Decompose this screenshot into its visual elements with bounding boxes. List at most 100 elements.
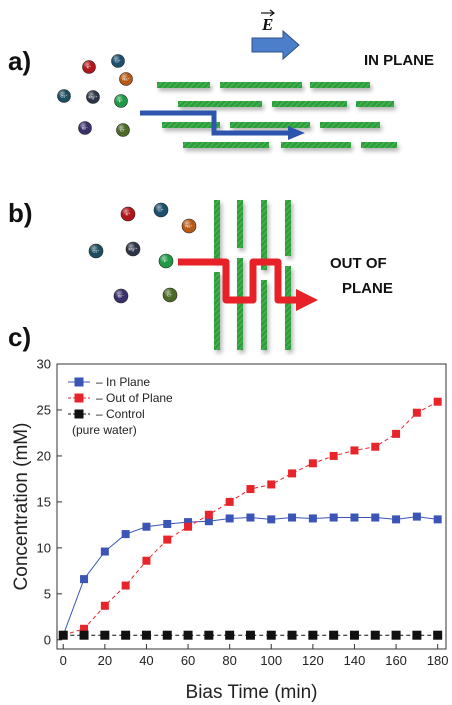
data-point	[80, 575, 89, 584]
field-symbol: E	[261, 15, 273, 34]
membrane-layers-horizontal	[157, 82, 397, 148]
data-point	[433, 397, 442, 406]
data-point	[162, 630, 172, 640]
ion-highlight	[163, 288, 177, 302]
series-line	[62, 516, 438, 636]
data-point	[142, 522, 151, 531]
membrane-sheet	[157, 82, 210, 88]
ion-symbol: K⁺	[126, 212, 131, 217]
data-point	[246, 485, 255, 494]
legend-marker	[74, 377, 84, 387]
data-point	[266, 630, 276, 640]
x-tick-label: 0	[60, 653, 67, 668]
series-2	[58, 630, 443, 640]
data-point	[329, 451, 338, 460]
data-point	[392, 429, 401, 438]
ion-symbol: Cs⁺	[61, 94, 68, 99]
data-point	[141, 630, 151, 640]
data-point	[142, 556, 151, 565]
y-tick-label: 25	[37, 402, 51, 417]
ion-symbol: F⁻	[164, 259, 169, 264]
membrane-sheet	[320, 122, 380, 128]
plot-frame	[56, 363, 447, 650]
ion-6: Br⁻	[113, 288, 129, 304]
panel-a: a) E IN PLANE Li⁺ K⁺ Na⁺ Cs⁺ Mg²⁺ F⁻ Br⁻ Cl⁻	[8, 9, 434, 148]
data-point	[329, 630, 339, 640]
ion-2: Na⁺	[119, 72, 133, 86]
membrane-sheet	[237, 258, 243, 350]
panel-a-label: a)	[8, 46, 31, 76]
legend-entry: – Control	[96, 407, 145, 421]
ion-1: K⁺	[82, 60, 96, 74]
ion-highlight	[121, 207, 135, 221]
ions-a: Li⁺ K⁺ Na⁺ Cs⁺ Mg²⁺ F⁻ Br⁻ Cl⁻	[57, 54, 133, 137]
y-tick-label: 15	[37, 494, 51, 509]
data-point	[163, 535, 172, 544]
y-tick-label: 30	[37, 357, 51, 372]
data-point	[121, 581, 130, 590]
data-point	[204, 510, 213, 519]
out-of-plane-label-line2: PLANE	[342, 280, 393, 297]
x-tick-label: 120	[302, 653, 324, 668]
membrane-sheet	[261, 200, 267, 270]
ion-0: Li⁺	[111, 54, 125, 68]
data-point	[371, 442, 380, 451]
ion-symbol: Li⁺	[115, 59, 120, 64]
panel-b: b) K⁺ Li⁺ Na⁺ Cs⁺ Mg²⁺ F⁻ Br⁻ Cl⁻ OUT OF PLANE	[8, 198, 393, 350]
ion-3: Cs⁺	[88, 243, 104, 259]
ion-7: Cl⁻	[116, 123, 130, 137]
ion-highlight	[154, 203, 168, 217]
ion-5: F⁻	[158, 253, 174, 269]
membrane-sheet	[214, 200, 220, 262]
panel-c-label: c)	[8, 322, 31, 352]
in-plane-label: IN PLANE	[364, 52, 434, 69]
x-tick-label: 160	[385, 653, 407, 668]
data-point	[412, 512, 421, 521]
data-point	[391, 630, 401, 640]
legend-marker	[74, 409, 84, 419]
membrane-sheet	[178, 101, 262, 107]
data-point	[225, 514, 234, 523]
out-of-plane-label-line1: OUT OF	[330, 255, 387, 272]
membrane-sheet	[220, 82, 302, 88]
data-point	[267, 480, 276, 489]
data-point	[225, 497, 234, 506]
membrane-sheet	[361, 142, 397, 148]
membrane-sheet	[310, 82, 370, 88]
membrane-sheet	[285, 200, 291, 256]
in-plane-flow-arrow	[140, 110, 305, 140]
data-point	[58, 630, 68, 640]
data-point	[308, 514, 317, 523]
data-point	[100, 547, 109, 556]
data-point	[121, 530, 130, 539]
data-point	[79, 630, 89, 640]
data-point	[121, 630, 131, 640]
x-tick-label: 80	[222, 653, 236, 668]
membrane-sheet	[230, 122, 310, 128]
data-point	[329, 513, 338, 522]
ion-highlight	[119, 72, 133, 86]
data-point	[308, 459, 317, 468]
data-point	[350, 446, 359, 455]
data-point	[100, 601, 109, 610]
y-axis-title: Concentration (mM)	[11, 423, 32, 591]
membrane-sheet	[183, 142, 269, 148]
ion-7: Cl⁻	[162, 287, 178, 303]
membrane-sheet	[237, 200, 243, 248]
data-point	[204, 517, 213, 526]
membrane-sheet	[272, 101, 347, 107]
data-point	[246, 513, 255, 522]
legend-note: (pure water)	[72, 423, 137, 437]
ion-highlight	[86, 90, 100, 104]
legend-marker	[74, 393, 84, 403]
x-tick-label: 100	[260, 653, 282, 668]
ion-6: Br⁻	[78, 121, 92, 135]
ion-highlight	[116, 123, 130, 137]
ion-highlight	[114, 289, 128, 303]
data-point	[287, 630, 297, 640]
field-arrow	[251, 29, 300, 61]
data-point	[204, 630, 214, 640]
ion-0: K⁺	[120, 206, 136, 222]
membrane-sheet	[162, 122, 220, 128]
